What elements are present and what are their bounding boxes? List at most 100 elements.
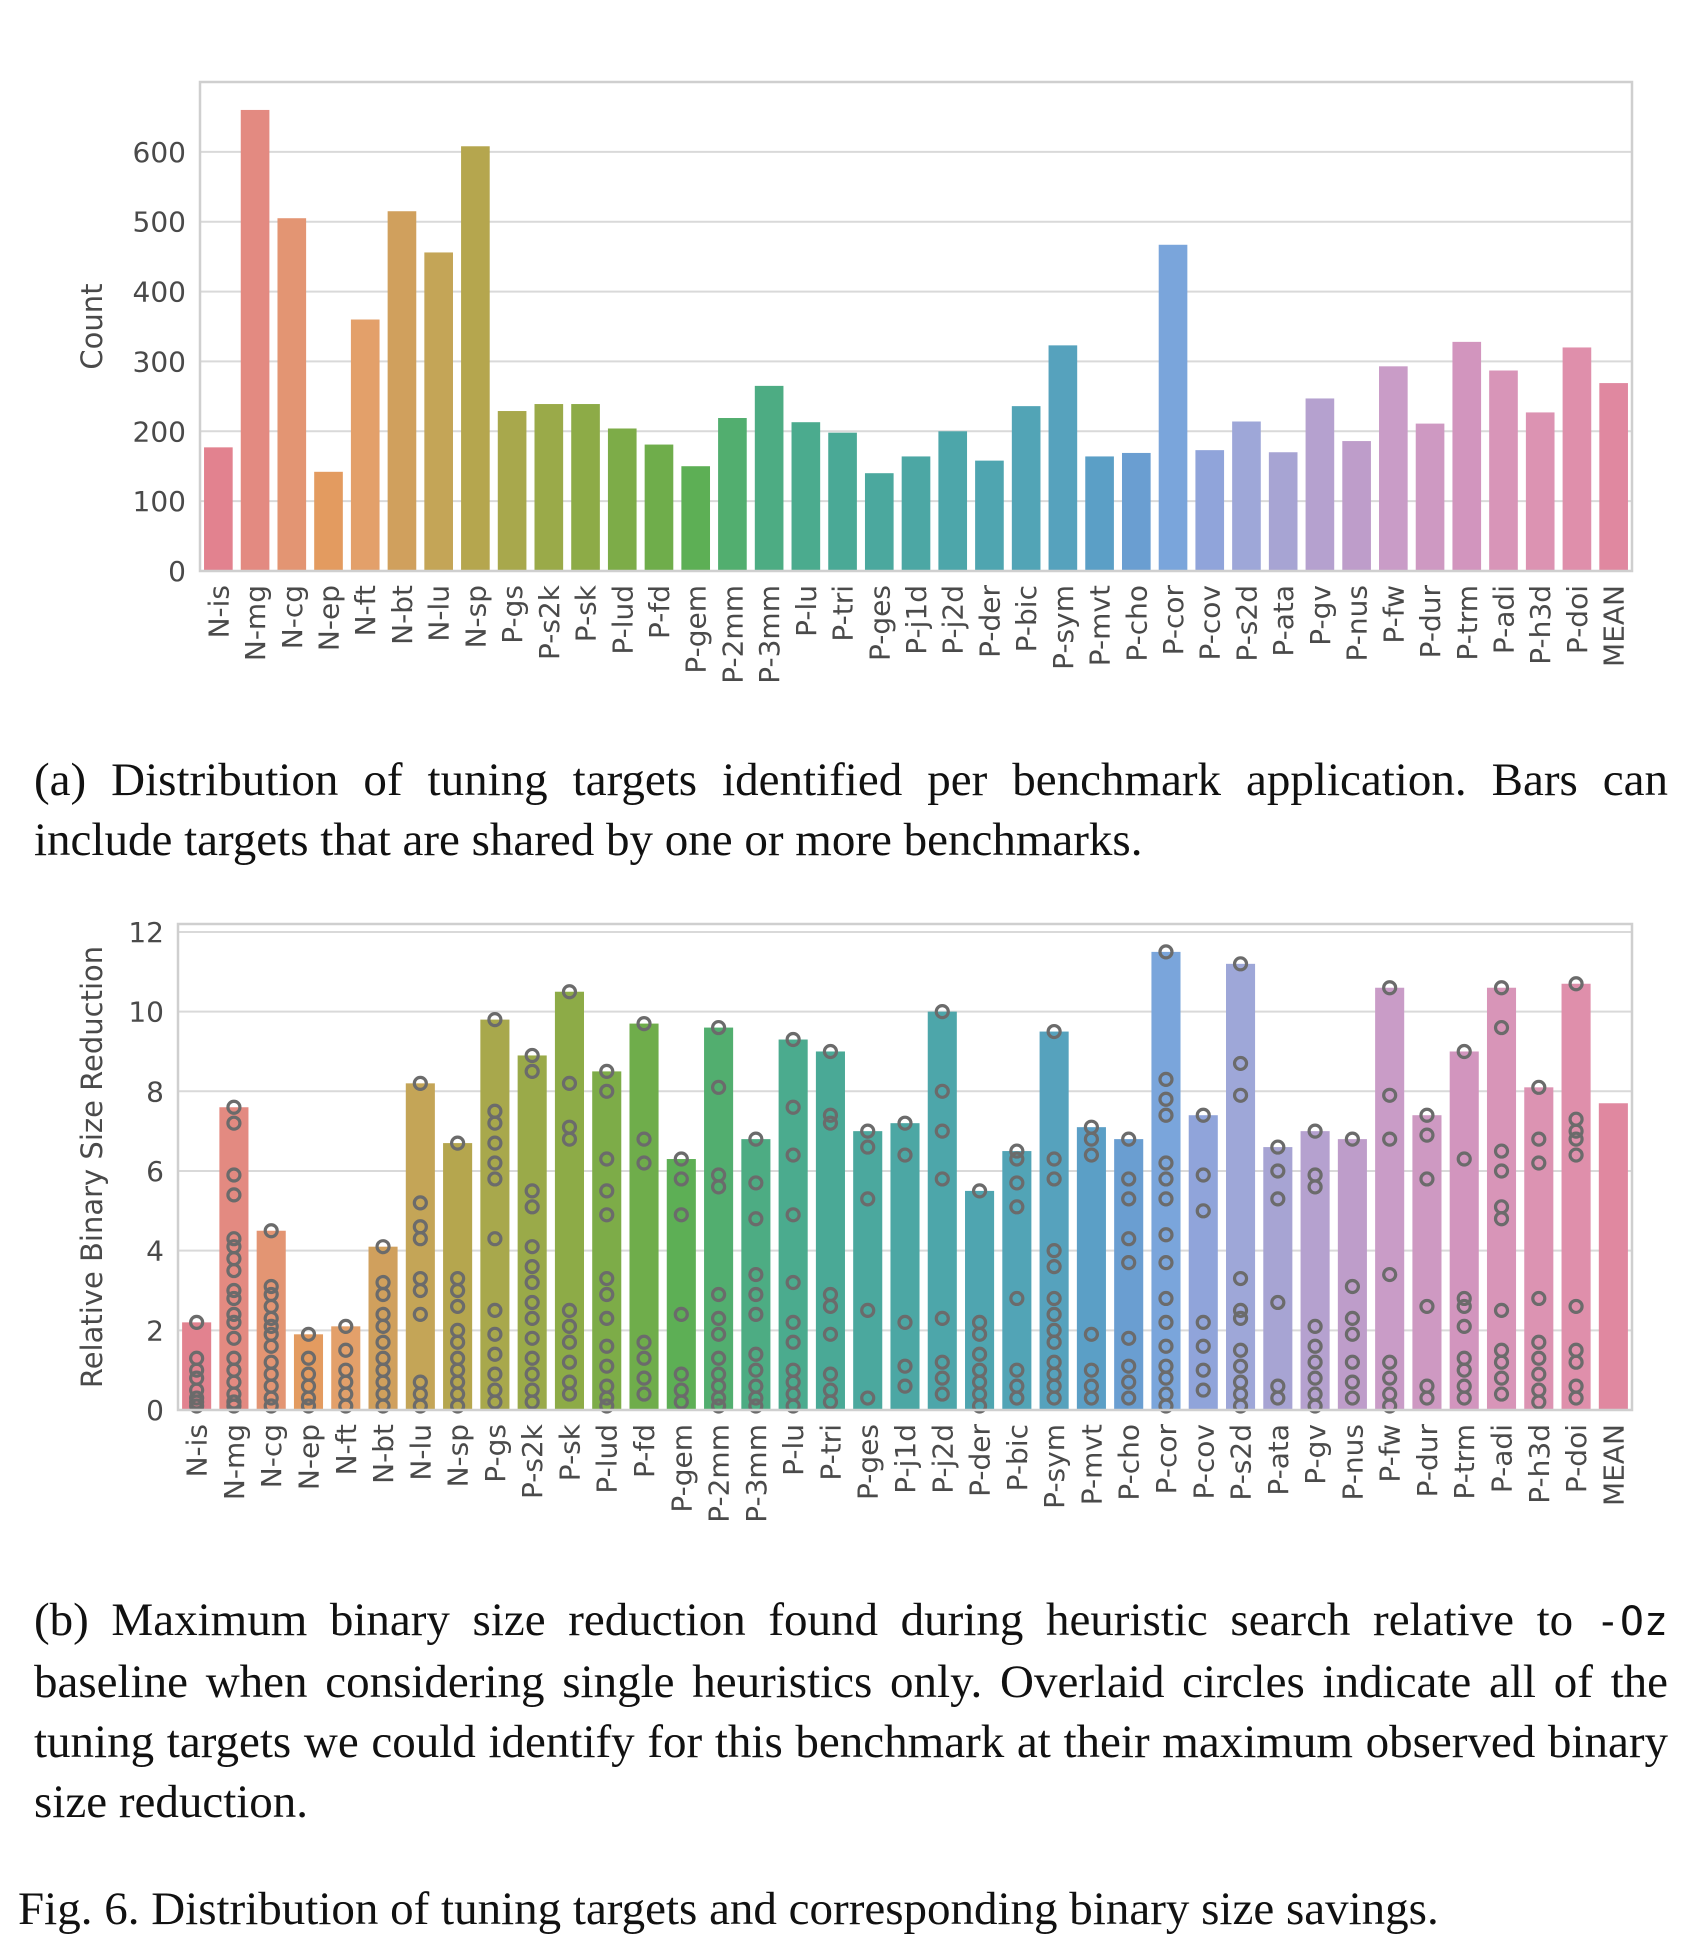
x-tick-label: P-mvt: [1084, 585, 1117, 666]
target-point: [1195, 1167, 1211, 1183]
target-point: [1009, 1175, 1025, 1191]
target-point: [599, 1286, 615, 1303]
target-point: [1493, 1370, 1510, 1386]
bar-p-der: [965, 1190, 995, 1410]
target-point: [1083, 1131, 1100, 1147]
x-tick-label: N-sp: [442, 1424, 475, 1487]
target-point: [338, 1342, 354, 1358]
bar-chart-size-reduction: 0 2 4 6 8 10 12 N-is N-mg N-cg N-ep N-ft N-bt N-lu N-s…: [75, 916, 1634, 1523]
x-tick-label: P-gs: [479, 1424, 512, 1483]
target-point: [226, 1306, 242, 1322]
target-point: [673, 1366, 689, 1382]
target-point: [412, 1306, 428, 1322]
target-point: [1307, 1123, 1323, 1139]
target-point: [636, 1334, 652, 1350]
target-point: [412, 1282, 428, 1299]
y-tick-label: 4: [146, 1235, 164, 1268]
target-point: [561, 1318, 578, 1334]
bar-p-dur: [1412, 1115, 1442, 1410]
target-point: [1531, 1079, 1547, 1095]
bar-p-gv: [1300, 1131, 1330, 1410]
target-point: [1456, 1362, 1472, 1378]
target-point: [1419, 1171, 1435, 1187]
target-point: [1307, 1179, 1323, 1195]
target-point: [1382, 980, 1398, 996]
bar-p-adi: [1486, 987, 1517, 1410]
x-tick-label: P-cho: [1113, 1424, 1146, 1501]
x-tick-label: P-fd: [643, 585, 676, 639]
bar-p-nus: [1342, 441, 1371, 571]
target-point: [710, 1079, 727, 1095]
target-point: [1232, 1302, 1249, 1319]
target-point: [1270, 1390, 1286, 1406]
target-point: [785, 1031, 801, 1048]
x-tick-label: N-bt: [367, 1424, 400, 1484]
x-tick-label: N-lu: [423, 585, 456, 642]
target-point: [524, 1294, 540, 1311]
x-tick-label: P-dur: [1414, 585, 1447, 659]
x-tick-label: P-sym: [1047, 585, 1080, 670]
bar-n-bt: [368, 1246, 398, 1410]
target-point: [226, 1099, 242, 1115]
target-point: [710, 1286, 727, 1303]
bar-p-tri: [828, 432, 857, 571]
target-point: [1121, 1191, 1137, 1207]
y-axis-label: Relative Binary Size Reduction: [75, 946, 109, 1388]
target-point: [785, 1274, 801, 1291]
target-point: [487, 1155, 503, 1171]
x-tick-label: P-sk: [553, 1423, 586, 1481]
target-point: [226, 1187, 242, 1203]
target-point: [1121, 1231, 1137, 1247]
target-point: [263, 1223, 279, 1239]
target-point: [1493, 1143, 1510, 1159]
target-point: [673, 1207, 689, 1223]
x-tick-label: P-dur: [1411, 1424, 1444, 1498]
x-tick-label: P-lud: [606, 585, 639, 655]
target-point: [710, 1179, 727, 1195]
bar-p-sym: [1039, 1031, 1069, 1410]
target-point: [1456, 1290, 1472, 1307]
target-point: [487, 1231, 503, 1247]
y-tick-label: 2: [146, 1314, 164, 1347]
target-point: [412, 1231, 428, 1247]
x-tick-label: N-ft: [330, 1424, 363, 1475]
target-point: [971, 1183, 988, 1199]
target-point: [524, 1394, 540, 1410]
caption-b-code: -Oz: [1595, 1599, 1668, 1645]
target-point: [1083, 1147, 1100, 1163]
target-point: [1568, 1147, 1584, 1163]
target-point: [487, 1115, 503, 1131]
target-point: [1344, 1354, 1360, 1370]
target-point: [226, 1262, 242, 1279]
target-point: [412, 1195, 428, 1211]
target-point: [1307, 1354, 1323, 1370]
bar-p-mvt: [1085, 456, 1114, 571]
target-point: [412, 1398, 428, 1414]
bar-p-gem: [666, 1159, 696, 1410]
target-point: [1270, 1294, 1286, 1311]
target-point: [1270, 1163, 1286, 1179]
x-tick-label: N-is: [181, 1424, 214, 1477]
target-point: [338, 1398, 354, 1414]
bar-p-gv: [1305, 398, 1335, 571]
target-point: [599, 1310, 615, 1326]
target-point: [748, 1362, 764, 1378]
target-point: [1083, 1390, 1100, 1406]
target-point: [748, 1306, 764, 1322]
target-point: [338, 1318, 354, 1334]
bar-p-fw: [1375, 987, 1405, 1410]
target-point: [710, 1398, 727, 1414]
x-tick-label: N-ep: [292, 1424, 325, 1490]
target-point: [1232, 956, 1249, 972]
target-point: [822, 1115, 839, 1131]
bar-p-lu: [791, 422, 821, 571]
x-tick-label: P-fw: [1374, 1424, 1407, 1483]
y-axis-label: Count: [75, 283, 109, 369]
x-tick-label: P-j2d: [926, 1424, 959, 1494]
target-point: [263, 1398, 279, 1414]
target-point: [1344, 1390, 1360, 1406]
target-point: [636, 1015, 652, 1032]
target-point: [636, 1155, 652, 1171]
x-tick-label: P-gv: [1304, 585, 1337, 646]
